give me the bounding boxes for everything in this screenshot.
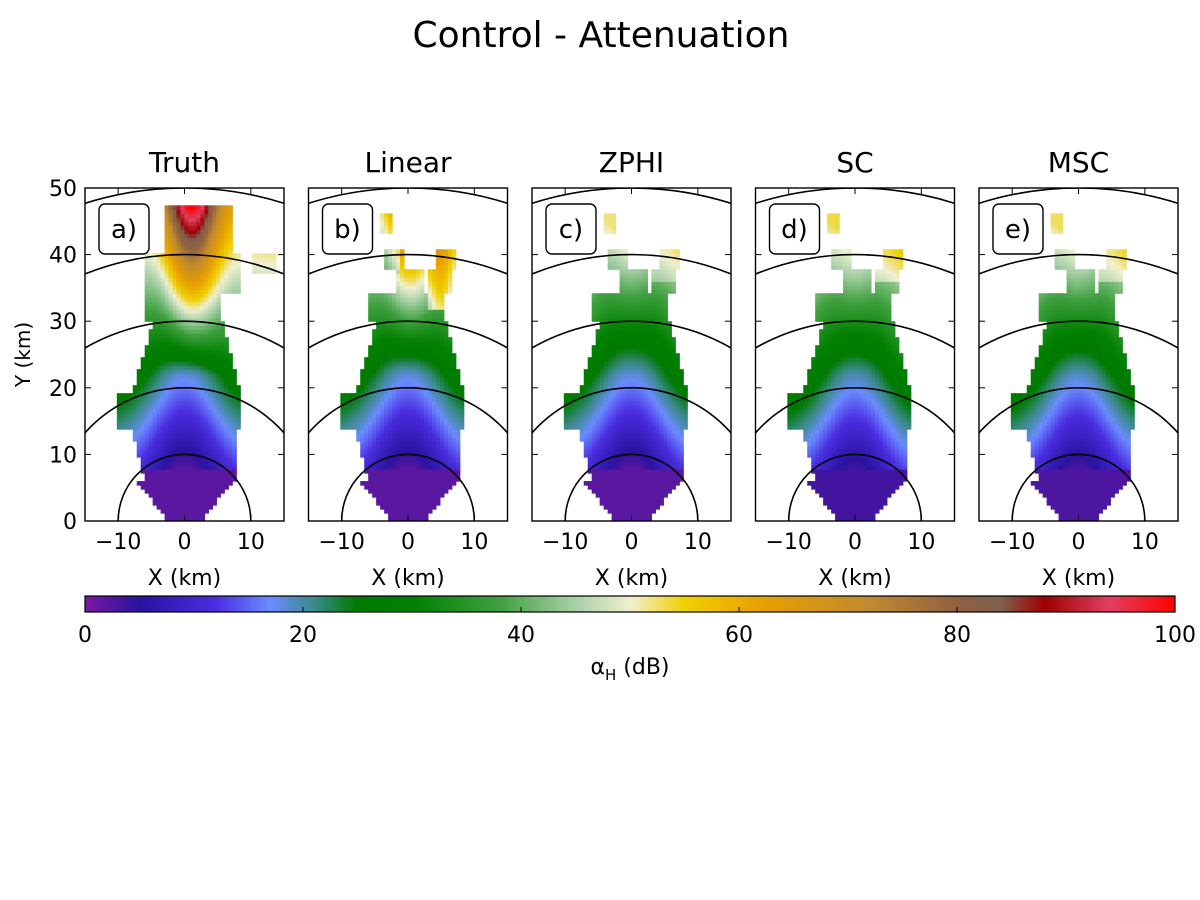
- y-tick-label: 10: [49, 443, 77, 468]
- x-tick-label: −10: [542, 530, 588, 555]
- colorbar-tick-label: 60: [725, 623, 753, 648]
- panel-tag-box: [545, 203, 597, 255]
- x-tick-label: 10: [907, 530, 935, 555]
- colorbar-label: αH (dB): [590, 655, 669, 684]
- y-tick-label: 20: [49, 377, 77, 402]
- panel-title: SC: [836, 146, 873, 179]
- panel-tag-box: [992, 203, 1044, 255]
- panel-truth: −10 0 10 0 10 20 30 40 50 Truth X (km) Y (km) a): [11, 146, 285, 591]
- range-ring: [308, 387, 508, 435]
- y-tick-label: 40: [49, 244, 77, 269]
- x-tick-label: −10: [318, 530, 364, 555]
- y-axis-label: Y (km): [11, 322, 35, 388]
- panel-linear: −10 0 10 Linear X (km) b): [307, 146, 509, 591]
- panel-tag: a): [111, 215, 137, 245]
- panel-tag: e): [1005, 215, 1031, 245]
- x-axis-label: X (km): [818, 566, 891, 591]
- range-ring: [308, 320, 508, 349]
- panels-group: −10 0 10 0 10 20 30 40 50 Truth X (km) Y (km) a) −10 0…: [11, 146, 1179, 591]
- range-ring: [85, 387, 284, 435]
- colorbar-tick-label: 20: [289, 623, 317, 648]
- colorbar-gradient: [84, 595, 1176, 613]
- x-tick-label: −10: [765, 530, 811, 555]
- range-ring: [85, 253, 284, 275]
- x-tick-label: 10: [684, 530, 712, 555]
- x-tick-label: 0: [401, 530, 415, 555]
- range-ring: [755, 253, 955, 275]
- panel-tag-box: [768, 203, 821, 255]
- y-tick-label: 30: [49, 310, 77, 335]
- field-truth: [116, 205, 277, 521]
- colorbar-tick-label: 40: [507, 623, 535, 648]
- range-ring: [532, 253, 731, 275]
- x-tick-label: 10: [460, 530, 488, 555]
- x-tick-label: −10: [95, 530, 141, 555]
- colorbar: 0 20 40 60 80 100 αH (dB): [78, 595, 1196, 684]
- x-tick-label: 0: [178, 530, 192, 555]
- figure-title: Control - Attenuation: [412, 15, 789, 56]
- range-ring: [85, 320, 284, 349]
- panel-sc: −10 0 10 SC X (km) d): [754, 146, 956, 591]
- panel-tag-box: [321, 203, 374, 255]
- x-tick-label: −10: [989, 530, 1035, 555]
- x-axis-label: X (km): [595, 566, 668, 591]
- colorbar-tick-label: 0: [78, 623, 92, 648]
- panel-title: Linear: [364, 146, 452, 179]
- range-ring: [979, 387, 1178, 435]
- x-tick-label: 0: [1072, 530, 1086, 555]
- panel-title: ZPHI: [599, 146, 664, 179]
- field-sc: [787, 213, 912, 521]
- panel-zphi: −10 0 10 ZPHI X (km) c): [531, 146, 732, 591]
- range-ring: [979, 253, 1178, 275]
- panel-tag: b): [334, 215, 361, 245]
- x-tick-label: 0: [848, 530, 862, 555]
- range-ring: [308, 253, 508, 275]
- panel-title: Truth: [148, 146, 220, 179]
- colorbar-tick-label: 80: [943, 623, 971, 648]
- x-axis-label: X (km): [148, 566, 221, 591]
- x-tick-label: 10: [237, 530, 265, 555]
- range-ring: [532, 320, 731, 349]
- x-axis-label: X (km): [371, 566, 444, 591]
- panel-msc: −10 0 10 MSC X (km) e): [978, 146, 1179, 591]
- field-linear: [340, 213, 465, 521]
- x-tick-label: 0: [625, 530, 639, 555]
- panel-tag: d): [781, 215, 808, 245]
- x-tick-label: 10: [1131, 530, 1159, 555]
- range-ring: [755, 320, 955, 349]
- x-axis-label: X (km): [1042, 566, 1115, 591]
- range-ring: [755, 387, 955, 435]
- range-ring: [979, 320, 1178, 349]
- range-ring: [532, 387, 731, 435]
- colorbar-tick-label: 100: [1154, 623, 1196, 648]
- y-tick-label: 0: [63, 510, 77, 535]
- panel-tag-box: [98, 203, 150, 255]
- field-msc: [1010, 213, 1135, 521]
- panel-tag: c): [559, 215, 583, 245]
- panel-title: MSC: [1048, 146, 1109, 179]
- y-tick-label: 50: [49, 177, 77, 202]
